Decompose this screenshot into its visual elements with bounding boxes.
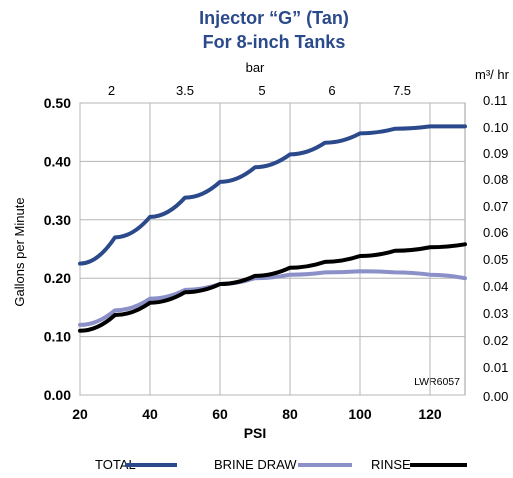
y-right-tick-label: 0.07 — [483, 199, 508, 214]
chart-subtitle: For 8-inch Tanks — [203, 32, 346, 52]
top-axis-label: bar — [246, 60, 265, 75]
y-right-tick-label: 0.06 — [483, 225, 508, 240]
top-tick-label: 7.5 — [393, 83, 411, 98]
x-tick-label: 40 — [142, 406, 158, 422]
tick-layer: 20 40 60 80 100 120 2 3.5 5 6 7.5 0.00 0.10 0.20 0.30 0… — [44, 83, 509, 422]
y-right-tick-label: 0.00 — [483, 389, 508, 404]
top-tick-label: 3.5 — [176, 83, 194, 98]
legend-label: BRINE DRAW — [214, 457, 297, 472]
legend-label: RINSE — [371, 457, 411, 472]
y-right-tick-label: 0.10 — [483, 120, 508, 135]
y-tick-label: 0.00 — [44, 387, 71, 403]
y-right-tick-label: 0.02 — [483, 333, 508, 348]
y-tick-label: 0.50 — [44, 95, 71, 111]
x-tick-label: 60 — [212, 406, 228, 422]
y-right-tick-label: 0.04 — [483, 279, 508, 294]
chart-watermark: LWR6057 — [414, 376, 460, 388]
x-tick-label: 80 — [282, 406, 298, 422]
y-right-tick-label: 0.03 — [483, 306, 508, 321]
top-tick-label: 5 — [258, 83, 265, 98]
top-tick-label: 6 — [328, 83, 335, 98]
x-tick-label: 120 — [418, 406, 442, 422]
y-tick-label: 0.40 — [44, 153, 71, 169]
y-right-tick-label: 0.11 — [483, 93, 507, 108]
legend-layer: TOTAL BRINE DRAW RINSE — [95, 457, 467, 472]
series-line — [78, 242, 467, 333]
series-line — [78, 269, 467, 327]
y-tick-label: 0.30 — [44, 212, 71, 228]
chart-title: Injector “G” (Tan) — [199, 8, 349, 28]
legend-label: TOTAL — [95, 457, 136, 472]
series-layer — [78, 124, 467, 333]
y-right-tick-label: 0.01 — [483, 360, 508, 375]
y-right-tick-label: 0.08 — [483, 172, 508, 187]
y-axis-label: Gallons per Minute — [12, 197, 27, 306]
series-line — [78, 124, 467, 266]
x-tick-label: 100 — [348, 406, 372, 422]
y-tick-label: 0.20 — [44, 270, 71, 286]
y-right-tick-label: 0.09 — [483, 146, 508, 161]
y-right-tick-label: 0.05 — [483, 252, 508, 267]
x-tick-label: 20 — [72, 406, 88, 422]
right-axis-label: m³/ hr — [475, 67, 510, 82]
y-tick-label: 0.10 — [44, 329, 71, 345]
top-tick-label: 2 — [108, 83, 115, 98]
x-axis-label: PSI — [244, 425, 267, 441]
